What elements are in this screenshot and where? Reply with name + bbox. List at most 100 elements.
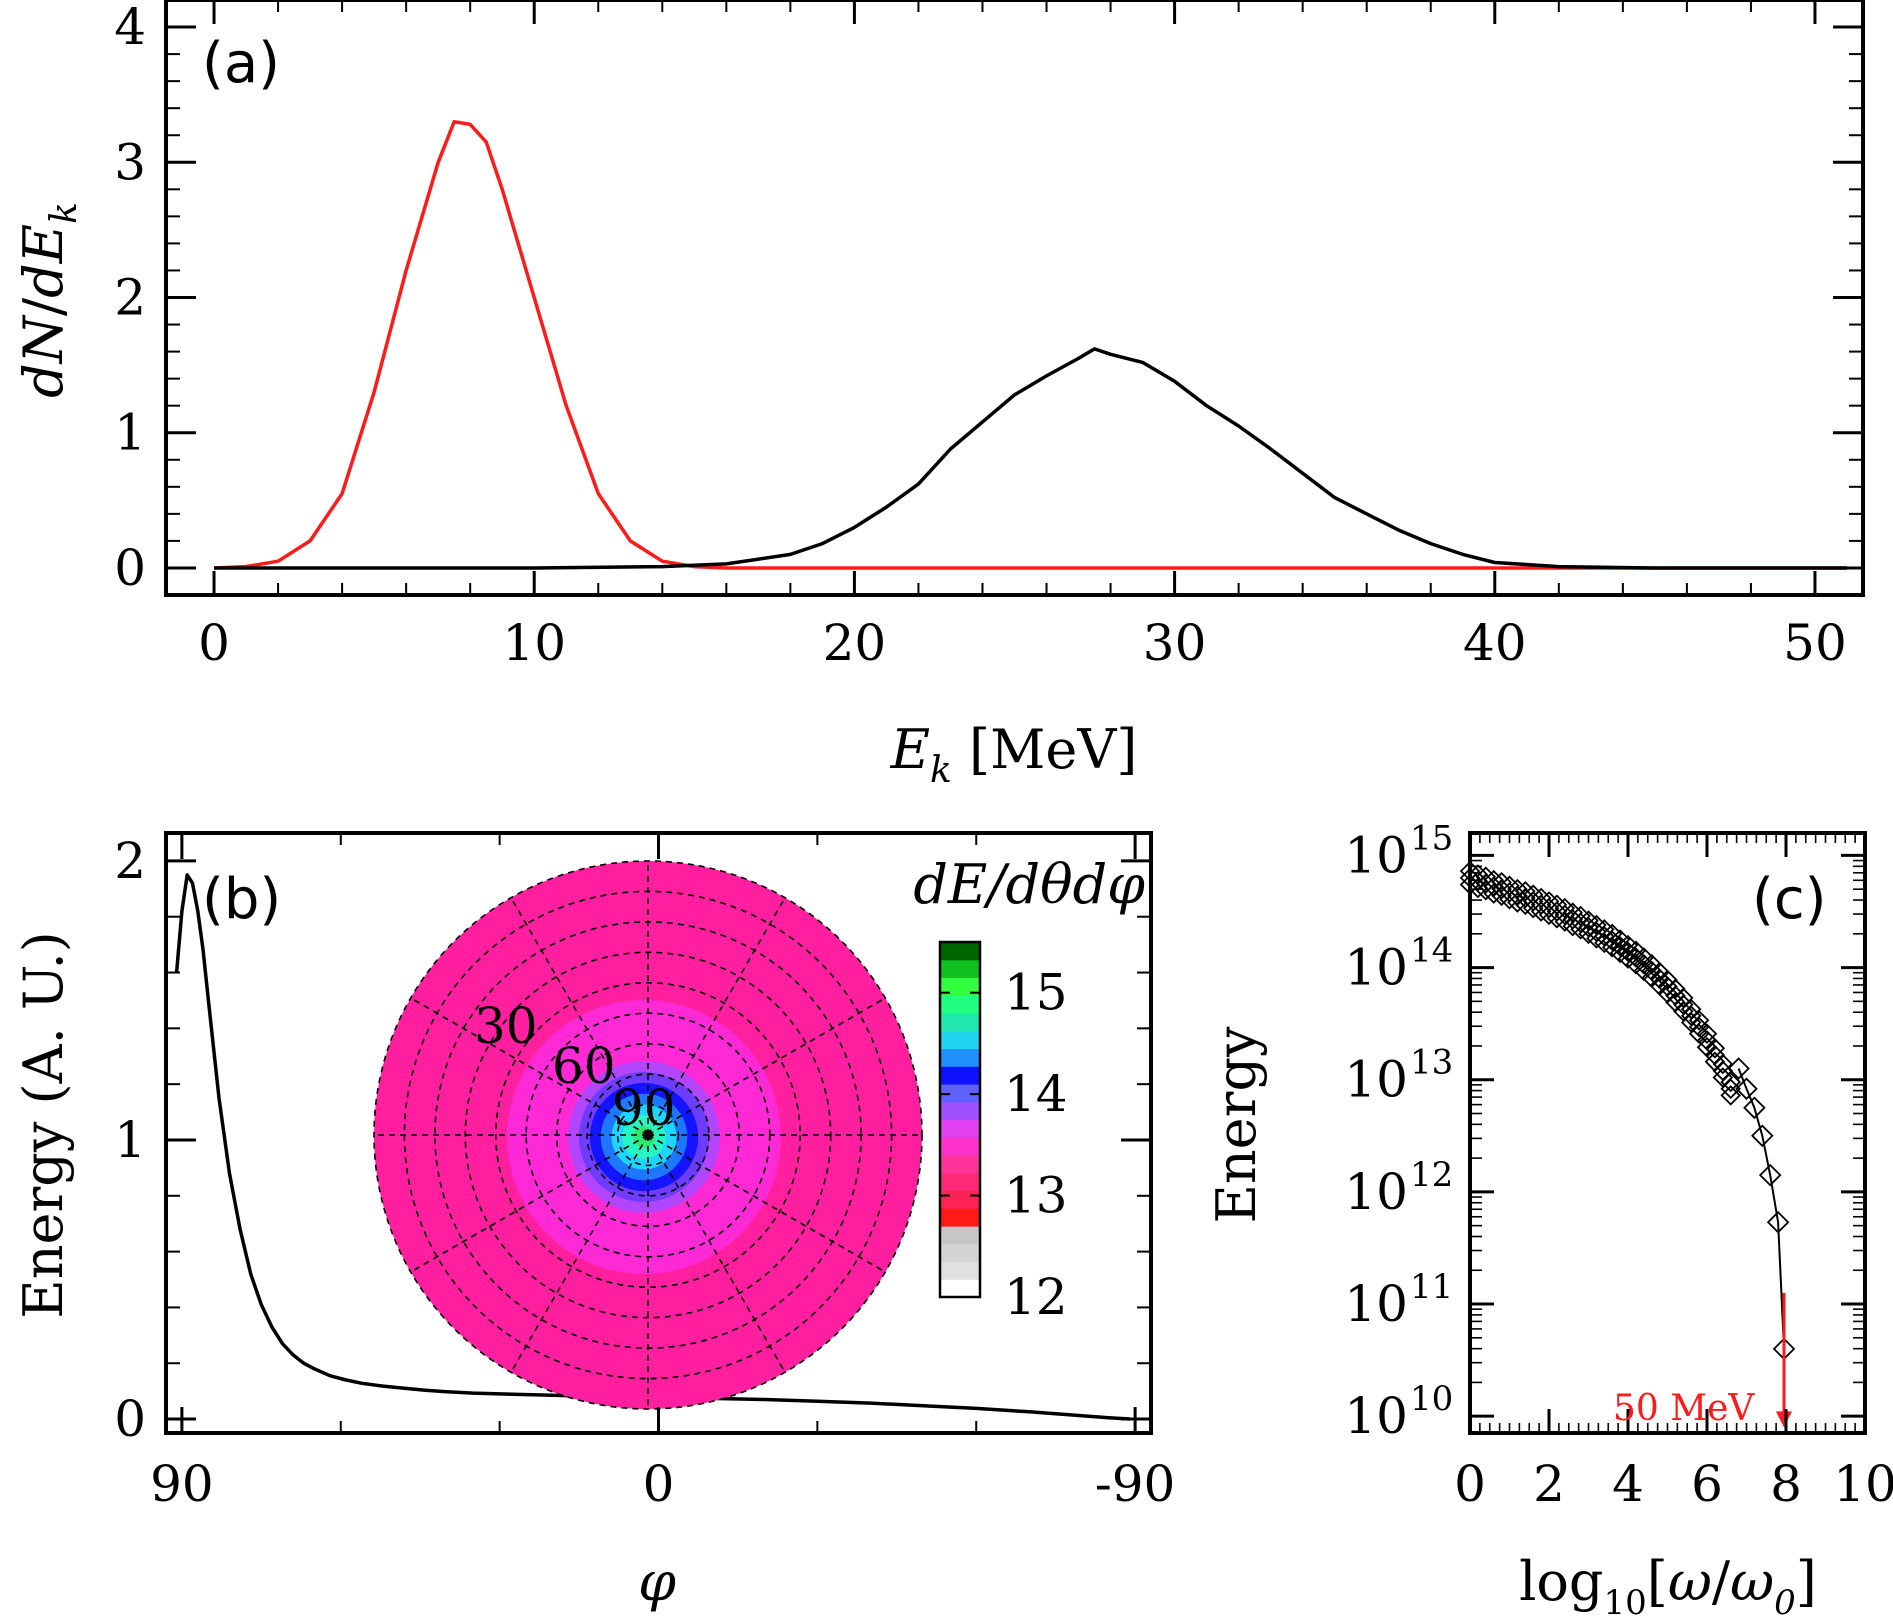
panel-c-label: (c) — [1752, 867, 1826, 932]
data-point — [1751, 1124, 1774, 1148]
y-tick-label: 10 — [1344, 1387, 1408, 1445]
x-tick-label: 0 — [643, 1455, 675, 1513]
data-point — [1609, 929, 1631, 950]
panel-b-label: (b) — [202, 867, 281, 932]
polar-grid-ring — [373, 860, 923, 1410]
y-tick-label: 2 — [114, 269, 146, 327]
polar-grid-spoke — [647, 997, 886, 1136]
panel-b-inset-title: dE/dθdφ — [913, 853, 1145, 916]
polar-grid-spoke — [647, 1134, 886, 1273]
y-tick-exponent: 11 — [1410, 1267, 1453, 1307]
data-point — [1712, 1060, 1734, 1082]
data-point — [1617, 934, 1639, 956]
series-line-red — [213, 119, 1847, 570]
polar-grid-spoke — [410, 997, 649, 1136]
colorbar-tick-label: 13 — [1004, 1167, 1068, 1225]
y-tick-label: 10 — [1344, 1051, 1408, 1109]
data-point — [1696, 1023, 1718, 1044]
colorbar-tick-label: 12 — [1004, 1268, 1068, 1326]
polar-ring-label: 60 — [552, 1037, 616, 1095]
panel-a-ticks: 0 10 20 30 40 50 0 1 2 3 4 — [114, 0, 1863, 672]
colorbar-segment — [940, 1119, 980, 1138]
colorbar-segment — [940, 1226, 980, 1245]
y-tick-label: 0 — [114, 539, 146, 597]
panel-a-plot-area — [213, 119, 1847, 570]
panel-b-colorbar: 15 14 13 12 — [938, 940, 1068, 1326]
polar-ring-label: 30 — [474, 997, 538, 1055]
colorbar-segment — [940, 1066, 980, 1085]
panel-a-frame — [164, 0, 1865, 597]
colorbar-segment — [940, 1101, 980, 1121]
series-line-energy — [174, 873, 1130, 1421]
panel-c-plot-area — [1459, 860, 1796, 1428]
x-tick-label: 90 — [150, 1455, 214, 1513]
colorbar-segment — [940, 1208, 980, 1227]
data-point — [1704, 1038, 1726, 1059]
colorbar-segment — [940, 942, 980, 961]
x-tick-label: 8 — [1770, 1455, 1802, 1513]
data-point — [1601, 923, 1623, 945]
y-tick-label: 10 — [1344, 939, 1408, 997]
data-point — [1743, 1096, 1766, 1120]
polar-grid-spoke — [647, 1134, 786, 1373]
annotation-arrow-head — [1776, 1411, 1793, 1428]
series-line-black — [214, 347, 1847, 570]
x-tick-label: 50 — [1783, 614, 1847, 672]
colorbar-tick-label: 14 — [1004, 1065, 1068, 1123]
polar-grid-spoke — [647, 897, 786, 1136]
y-tick-exponent: 10 — [1410, 1379, 1453, 1419]
colorbar-frame — [938, 940, 982, 1299]
colorbar-segment — [940, 1155, 980, 1174]
y-tick-label: 1 — [114, 1111, 146, 1169]
y-tick-label: 3 — [114, 133, 146, 191]
colorbar-segment — [940, 1172, 980, 1192]
data-point — [1688, 1010, 1710, 1031]
colorbar-segment — [940, 1190, 980, 1209]
y-tick-label: 10 — [1344, 1275, 1408, 1333]
data-point — [1720, 1071, 1741, 1093]
polar-grid-ring — [616, 1103, 680, 1167]
data-point — [1758, 1163, 1782, 1187]
panel-b-xlabel: φ — [638, 1550, 676, 1613]
polar-grid-ring — [494, 981, 801, 1288]
colorbar-segment — [940, 1279, 980, 1298]
data-point — [1766, 1210, 1790, 1234]
colorbar-segment — [940, 1030, 980, 1050]
y-tick-exponent: 13 — [1410, 1043, 1453, 1083]
y-tick-label: 10 — [1344, 826, 1408, 884]
x-tick-label: 30 — [1143, 614, 1207, 672]
colorbar-segment — [940, 1243, 980, 1263]
colorbar-segment — [940, 1261, 980, 1280]
x-tick-label: 2 — [1533, 1455, 1565, 1513]
x-tick-label: 6 — [1691, 1455, 1723, 1513]
x-tick-label: 0 — [1454, 1455, 1486, 1513]
panel-a-ylabel: dN/dEk — [12, 202, 85, 398]
panel-a-xlabel: Ek [MeV] — [890, 718, 1138, 791]
panel-c-annotation: 50 MeV — [1613, 1388, 1755, 1429]
data-point — [1712, 1053, 1734, 1075]
panel-a: 0 10 20 30 40 50 0 1 2 3 4 (a) Ek [MeV] dN/dEk — [12, 0, 1865, 791]
x-tick-label: 40 — [1463, 614, 1527, 672]
y-tick-exponent: 15 — [1410, 818, 1453, 858]
panel-b-ylabel: Energy (A. U.) — [12, 931, 75, 1318]
panel-c-xlabel: log10[ω/ω0] — [1519, 1550, 1817, 1617]
x-tick-label: -90 — [1095, 1455, 1176, 1513]
y-tick-label: 4 — [114, 0, 146, 56]
series-line-tail — [1737, 1068, 1785, 1349]
polar-grid-spoke — [510, 897, 649, 1136]
x-tick-label: 10 — [1833, 1455, 1893, 1513]
panel-b-plot-area — [174, 873, 1130, 1421]
panel-a-label: (a) — [202, 31, 280, 96]
y-tick-label: 1 — [114, 404, 146, 462]
polar-grid-spoke — [410, 1134, 649, 1273]
colorbar-segment — [940, 1013, 980, 1032]
y-tick-exponent: 12 — [1410, 1155, 1453, 1195]
panel-c-ylabel: Energy — [1205, 1026, 1268, 1224]
colorbar-segment — [940, 959, 980, 979]
x-tick-label: 0 — [198, 614, 230, 672]
